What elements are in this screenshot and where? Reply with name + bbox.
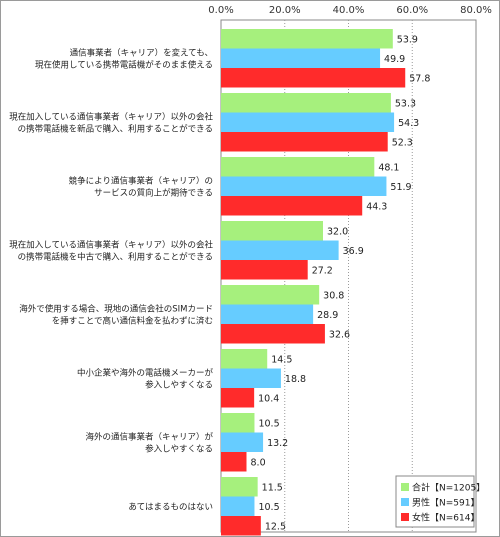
category-label: 競争により通信事業者（キャリア）の <box>69 175 213 186</box>
data-label: 49.9 <box>384 54 405 65</box>
data-label: 10.5 <box>258 502 279 513</box>
bar <box>221 68 406 88</box>
x-tick-label: 40.0% <box>333 5 365 16</box>
bar <box>221 285 320 305</box>
category-label: 現在加入している通信事業者（キャリア）以外の会社 <box>9 239 213 250</box>
bar <box>221 176 387 196</box>
legend-swatch <box>401 513 409 521</box>
category-label: 参入しやすくなる <box>145 379 213 390</box>
bar <box>221 349 268 369</box>
legend-label: 合計【N=1205】 <box>412 482 485 494</box>
legend-swatch <box>401 498 409 506</box>
bar <box>221 48 381 68</box>
data-label: 36.9 <box>343 246 364 257</box>
bar <box>221 432 264 452</box>
data-label: 44.3 <box>366 201 387 212</box>
bar <box>221 324 325 344</box>
data-label: 13.2 <box>267 438 288 449</box>
data-label: 48.1 <box>378 162 399 173</box>
data-label: 10.5 <box>258 418 279 429</box>
data-label: 54.3 <box>398 118 419 129</box>
bar <box>221 196 363 216</box>
category-label: 海外の通信事業者（キャリア）が <box>85 431 213 442</box>
x-tick-label: 60.0% <box>396 5 428 16</box>
bar <box>221 496 255 516</box>
category-label: 中小企業や海外の電話機メーカーが <box>77 367 214 378</box>
category-label: 参入しやすくなる <box>145 443 213 454</box>
category-label: の携帯電話機を新品で購入、利用することができる <box>18 123 213 134</box>
data-label: 11.5 <box>262 482 283 493</box>
bar <box>221 477 258 497</box>
bar <box>221 221 323 241</box>
bar <box>221 452 247 472</box>
data-label: 14.5 <box>271 354 292 365</box>
bar <box>221 413 255 433</box>
bar <box>221 516 261 536</box>
category-label: 海外で使用する場合、現地の通信会社のSIMカード <box>19 303 213 314</box>
legend-label: 男性【N=591】 <box>412 497 479 509</box>
bar <box>221 368 281 388</box>
category-label: 現在加入している通信事業者（キャリア）以外の会社 <box>9 111 213 122</box>
data-label: 32.0 <box>327 226 348 237</box>
category-label: 現在使用している携帯電話機がそのまま使える <box>35 59 213 70</box>
x-tick-label: 0.0% <box>208 5 233 16</box>
data-label: 12.5 <box>265 521 286 532</box>
category-label: あてはまるものはない <box>128 502 213 512</box>
data-label: 30.8 <box>323 290 344 301</box>
data-label: 51.9 <box>390 182 411 193</box>
category-label: サービスの質向上が期待できる <box>94 187 213 198</box>
data-label: 57.8 <box>409 73 430 84</box>
bar <box>221 304 314 324</box>
data-label: 53.9 <box>397 34 418 45</box>
x-tick-label: 20.0% <box>269 5 301 16</box>
legend-label: 女性【N=614】 <box>412 512 479 524</box>
data-label: 32.6 <box>329 329 350 340</box>
data-label: 8.0 <box>251 457 266 468</box>
data-label: 53.3 <box>395 98 416 109</box>
bar <box>221 260 308 280</box>
category-label: 通信事業者（キャリア）を変えても、 <box>70 47 213 58</box>
data-label: 28.9 <box>317 310 338 321</box>
data-label: 52.3 <box>392 137 413 148</box>
x-tick-label: 80.0% <box>460 5 492 16</box>
bar <box>221 388 255 408</box>
bar <box>221 240 339 260</box>
bar <box>221 29 393 49</box>
bar <box>221 112 395 132</box>
category-label: の携帯電話機を中古で購入、利用することができる <box>18 251 213 262</box>
category-label: を挿すことで高い通信料金を払わずに済む <box>52 315 213 326</box>
bar <box>221 93 391 113</box>
data-label: 10.4 <box>258 393 279 404</box>
bar <box>221 157 375 177</box>
data-label: 18.8 <box>285 374 306 385</box>
bar <box>221 132 388 152</box>
data-label: 27.2 <box>312 265 333 276</box>
legend-swatch <box>401 483 409 491</box>
